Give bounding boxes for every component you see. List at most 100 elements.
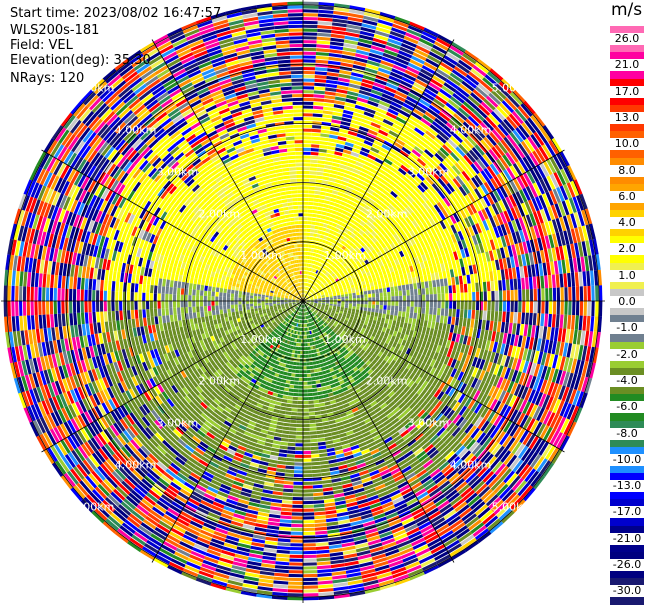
velocity-gate [368,96,380,104]
velocity-gate [276,421,284,426]
velocity-gate [329,45,344,51]
velocity-gate [339,217,345,223]
velocity-gate [356,301,360,304]
velocity-gate [395,138,406,147]
velocity-gate [288,392,294,396]
velocity-gate [314,187,321,191]
velocity-gate [271,498,283,504]
velocity-gate [273,483,284,488]
velocity-gate [388,130,399,138]
velocity-gate [393,281,398,287]
velocity-gate [308,354,312,358]
velocity-gate [395,301,399,306]
velocity-gate [327,529,340,534]
velocity-gate [375,198,383,206]
velocity-gate [310,148,319,152]
velocity-gate [317,441,326,446]
velocity-gate [394,310,398,316]
velocity-gate [290,543,303,547]
velocity-gate [451,277,456,286]
velocity-gate [412,52,427,61]
velocity-gate [376,22,392,31]
velocity-gate [408,115,420,124]
velocity-gate [290,535,303,539]
velocity-gate [338,73,351,79]
velocity-gate [314,82,326,87]
velocity-gate [303,182,310,186]
velocity-gate [277,417,285,422]
velocity-gate [343,206,350,212]
velocity-gate [329,297,333,300]
velocity-gate [289,558,303,562]
velocity-gate [375,136,385,144]
velocity-gate [347,16,363,23]
velocity-gate [347,130,358,137]
velocity-gate [296,431,303,435]
velocity-gate [375,289,379,294]
velocity-gate [459,284,464,293]
velocity-gate [464,266,470,276]
velocity-gate [557,328,563,342]
velocity-gate [567,314,572,330]
velocity-gate [303,178,310,182]
velocity-gate [321,479,332,484]
velocity-gate [514,301,518,313]
velocity-gate [514,289,518,301]
velocity-gate [303,51,317,55]
velocity-gate [366,132,377,140]
velocity-gate [307,377,312,381]
velocity-gate [283,418,291,423]
velocity-gate [325,153,334,158]
velocity-gate [441,293,445,301]
velocity-gate [446,323,451,332]
velocity-gate [382,175,391,183]
velocity-gate [370,147,380,154]
velocity-gate [282,492,293,497]
velocity-gate [315,376,320,380]
velocity-gate [382,287,387,293]
velocity-gate [310,229,315,233]
velocity-gate [351,115,363,122]
velocity-gate [352,64,366,71]
velocity-gate [336,256,342,261]
velocity-gate [305,290,307,294]
velocity-gate [325,228,331,233]
velocity-gate [287,593,303,597]
velocity-gate [321,273,325,278]
velocity-gate [451,69,466,80]
velocity-gate [295,435,303,439]
velocity-gate [303,516,315,520]
velocity-gate [363,111,375,118]
velocity-gate [407,62,422,72]
velocity-gate [303,481,313,485]
velocity-gate [379,321,384,327]
velocity-gate [364,191,372,198]
velocity-gate [331,190,339,195]
velocity-gate [389,329,394,336]
velocity-gate [313,94,325,99]
velocity-gate [368,150,378,157]
velocity-gate [393,119,405,128]
velocity-gate [342,149,352,155]
velocity-gate [381,161,391,169]
velocity-gate [345,186,353,192]
velocity-gate [424,281,429,289]
velocity-gate [355,217,362,224]
velocity-gate [525,301,530,313]
velocity-gate [400,164,410,173]
velocity-gate [322,207,328,212]
velocity-gate [414,301,418,307]
velocity-gate [342,237,348,242]
velocity-gate [429,301,434,308]
velocity-gate [440,330,446,339]
velocity-gate [421,288,426,295]
velocity-gate [404,317,409,324]
velocity-gate [316,257,320,262]
velocity-gate [307,209,313,213]
velocity-gate [307,279,309,283]
velocity-gate [386,183,395,191]
velocity-gate [379,301,383,306]
velocity-gate [430,47,445,58]
velocity-gate [303,374,307,378]
velocity-gate [502,279,506,291]
